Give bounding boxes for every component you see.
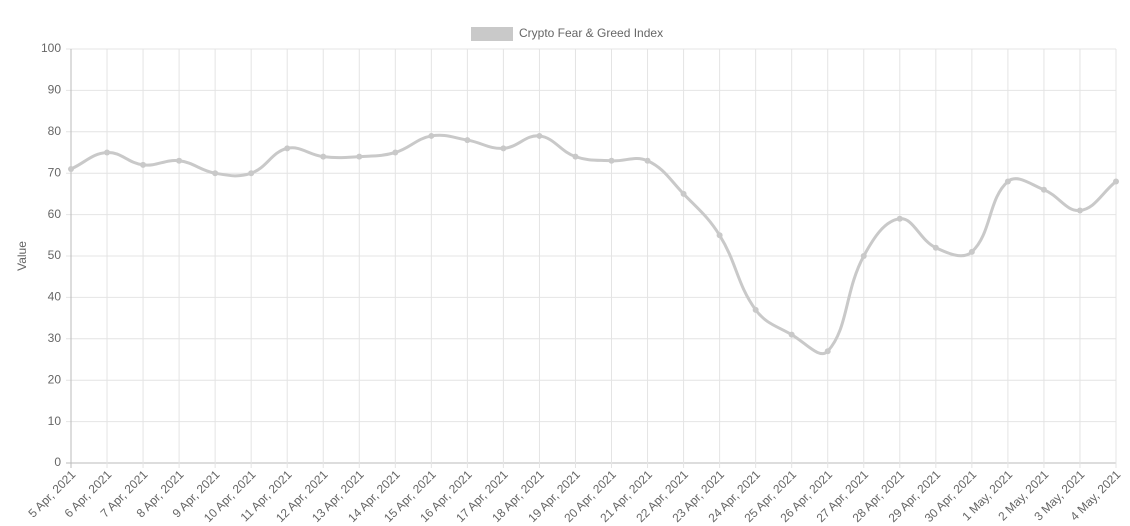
point [896,215,903,222]
point [500,145,507,152]
point [248,170,255,177]
point [608,157,615,164]
point [1004,178,1011,185]
point [140,161,147,168]
y-tick-label: 30 [48,331,62,345]
y-tick-label: 70 [48,165,62,179]
point [644,157,651,164]
point [392,149,399,156]
point [860,253,867,259]
point [1076,207,1083,214]
y-tick-label: 50 [48,248,62,262]
line [70,133,1117,355]
point [320,153,327,160]
legend-label[interactable]: Crypto Fear & Greed Index [519,26,663,40]
point [212,170,219,177]
y-tick-label: 60 [48,207,62,221]
point [356,153,363,160]
point [1113,178,1119,185]
point [68,166,74,173]
point [536,132,543,139]
y-tick-label: 90 [48,83,62,97]
point [104,149,111,156]
legend-swatch[interactable] [471,27,513,41]
y-axis-title: Value [15,241,29,271]
point [176,157,183,164]
y-tick-label: 20 [48,372,62,386]
point [824,348,831,355]
point [428,132,435,139]
point [788,331,795,338]
point [1040,186,1047,193]
point [680,190,687,197]
point [716,232,723,239]
point [284,145,291,152]
y-tick-label: 10 [48,414,62,428]
y-tick-label: 100 [41,41,61,55]
point [464,137,471,144]
y-tick-label: 0 [54,455,61,469]
point [752,306,759,313]
point [968,248,975,255]
point [572,153,579,160]
y-tick-label: 80 [48,124,62,138]
point [932,244,939,251]
y-tick-label: 40 [48,290,62,304]
